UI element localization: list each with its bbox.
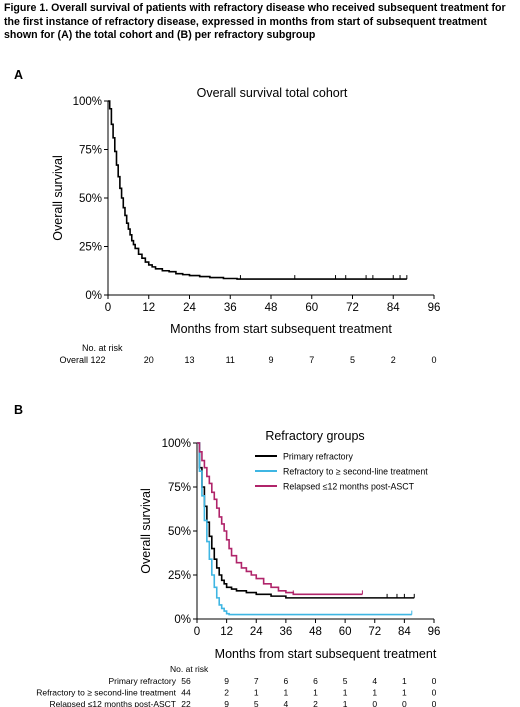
panel-a-x-tick-label: 84 bbox=[387, 302, 400, 314]
panel-a-x-tick-label: 96 bbox=[428, 302, 441, 314]
panel-b-risk-value: 0 bbox=[402, 699, 407, 707]
panel-b-risk-value: 1 bbox=[372, 688, 377, 698]
panel-b-risk-value: 9 bbox=[224, 699, 229, 707]
panel-a-title: Overall survival total cohort bbox=[197, 86, 348, 100]
panel-b-risk-value: 5 bbox=[343, 676, 348, 686]
panel-a-x-tick-label: 24 bbox=[183, 302, 196, 314]
panel-b-legend-label: Relapsed ≤12 months post-ASCT bbox=[283, 482, 415, 492]
panel-a-x-tick-label: 36 bbox=[224, 302, 237, 314]
panel-b-risk-value: 1 bbox=[284, 688, 289, 698]
panel-b-x-axis-label: Months from start subsequent treatment bbox=[215, 647, 437, 661]
panel-a-y-axis-label: Overall survival bbox=[51, 155, 65, 240]
panel-b-x-tick-label: 0 bbox=[194, 626, 200, 638]
panel-a-risk-value: 11 bbox=[226, 355, 235, 365]
panel-b-risk-value: 5 bbox=[254, 699, 259, 707]
panel-b-x-tick-label: 72 bbox=[368, 626, 381, 638]
panel-b-risk-value: 56 bbox=[181, 676, 191, 686]
panel-b-y-tick-label: 50% bbox=[168, 526, 191, 538]
panel-a-x-tick-label: 60 bbox=[305, 302, 318, 314]
panel-a-x-tick-label: 12 bbox=[142, 302, 155, 314]
panel-b-risk-value: 9 bbox=[224, 676, 229, 686]
panel-a-x-tick-label: 72 bbox=[346, 302, 359, 314]
panel-b-risk-value: 7 bbox=[254, 676, 259, 686]
panel-a-x-tick-label: 0 bbox=[105, 302, 111, 314]
panel-a-x-axis-label: Months from start subsequent treatment bbox=[170, 322, 392, 336]
panel-a-risk-value: 0 bbox=[431, 355, 436, 365]
panel-b-y-tick-label: 25% bbox=[168, 570, 191, 582]
panel-b-risk-value: 0 bbox=[432, 699, 437, 707]
panel-b-y-tick-label: 75% bbox=[168, 482, 191, 494]
panel-a-y-tick-label: 100% bbox=[73, 96, 102, 108]
panel-a-risk-value: 122 bbox=[90, 355, 105, 365]
panel-b-risk-value: 22 bbox=[181, 699, 191, 707]
panel-b-risk-value: 0 bbox=[432, 676, 437, 686]
panel-b-x-tick-label: 96 bbox=[428, 626, 441, 638]
panel-b-series-line bbox=[197, 442, 363, 596]
panel-b-risk-header: No. at risk bbox=[170, 664, 209, 674]
panel-b-risk-row-label: Primary refractory bbox=[108, 676, 176, 686]
figure-caption: Figure 1. Overall survival of patients w… bbox=[4, 2, 506, 42]
panel-b-y-tick-label: 0% bbox=[174, 614, 191, 626]
panel-b-x-tick-label: 12 bbox=[220, 626, 233, 638]
panel-a-y-tick-label: 0% bbox=[85, 290, 102, 302]
panel-b-y-axis-label: Overall survival bbox=[139, 488, 153, 573]
panel-a-risk-row-label: Overall bbox=[59, 355, 88, 365]
panel-a-risk-value: 9 bbox=[268, 355, 273, 365]
panel-b-risk-value: 4 bbox=[372, 676, 377, 686]
panel-b-risk-value: 1 bbox=[343, 699, 348, 707]
panel-b-risk-value: 0 bbox=[372, 699, 377, 707]
panel-a-label: A bbox=[14, 68, 23, 82]
panel-b-legend-label: Refractory to ≥ second-line treatment bbox=[283, 467, 428, 477]
panel-a-risk-value: 5 bbox=[350, 355, 355, 365]
panel-b-risk-value: 2 bbox=[224, 688, 229, 698]
panel-a-y-tick-label: 50% bbox=[79, 193, 102, 205]
panel-b-x-tick-label: 48 bbox=[309, 626, 322, 638]
panel-a-series-line bbox=[108, 100, 407, 280]
panel-b-legend-label: Primary refractory bbox=[283, 452, 353, 462]
panel-b-risk-value: 1 bbox=[313, 688, 318, 698]
panel-b-risk-value: 2 bbox=[313, 699, 318, 707]
panel-b-risk-value: 1 bbox=[402, 688, 407, 698]
panel-b-risk-value: 1 bbox=[343, 688, 348, 698]
panel-b-risk-value: 6 bbox=[284, 676, 289, 686]
panel-b-risk-value: 4 bbox=[284, 699, 289, 707]
panel-a-y-tick-label: 75% bbox=[79, 145, 102, 157]
panel-a-x-tick-label: 48 bbox=[265, 302, 278, 314]
panel-a-y-tick-label: 25% bbox=[79, 242, 102, 254]
panel-b-x-tick-label: 36 bbox=[279, 626, 292, 638]
panel-b-risk-value: 0 bbox=[432, 688, 437, 698]
panel-a-risk-value: 20 bbox=[144, 355, 154, 365]
panel-b-series-line bbox=[197, 442, 412, 616]
panel-b-risk-value: 44 bbox=[181, 688, 191, 698]
panel-b-label: B bbox=[14, 403, 23, 417]
panel-b-x-tick-label: 84 bbox=[398, 626, 411, 638]
panel-a-risk-value: 13 bbox=[184, 355, 194, 365]
panel-a-risk-header: No. at risk bbox=[82, 343, 123, 353]
panel-b-x-tick-label: 24 bbox=[250, 626, 263, 638]
panel-b-risk-row-label: Refractory to ≥ second-line treatment bbox=[36, 688, 176, 698]
panel-b-risk-value: 1 bbox=[254, 688, 259, 698]
panel-b-x-tick-label: 60 bbox=[339, 626, 352, 638]
panel-b-risk-value: 6 bbox=[313, 676, 318, 686]
panel-a-risk-value: 2 bbox=[391, 355, 396, 365]
panel-b-y-tick-label: 100% bbox=[162, 438, 191, 450]
panel-b-title: Refractory groups bbox=[265, 429, 364, 443]
panel-b-risk-row-label: Relapsed ≤12 months post-ASCT bbox=[49, 699, 176, 707]
panel-a-risk-value: 7 bbox=[309, 355, 314, 365]
panel-b-risk-value: 1 bbox=[402, 676, 407, 686]
